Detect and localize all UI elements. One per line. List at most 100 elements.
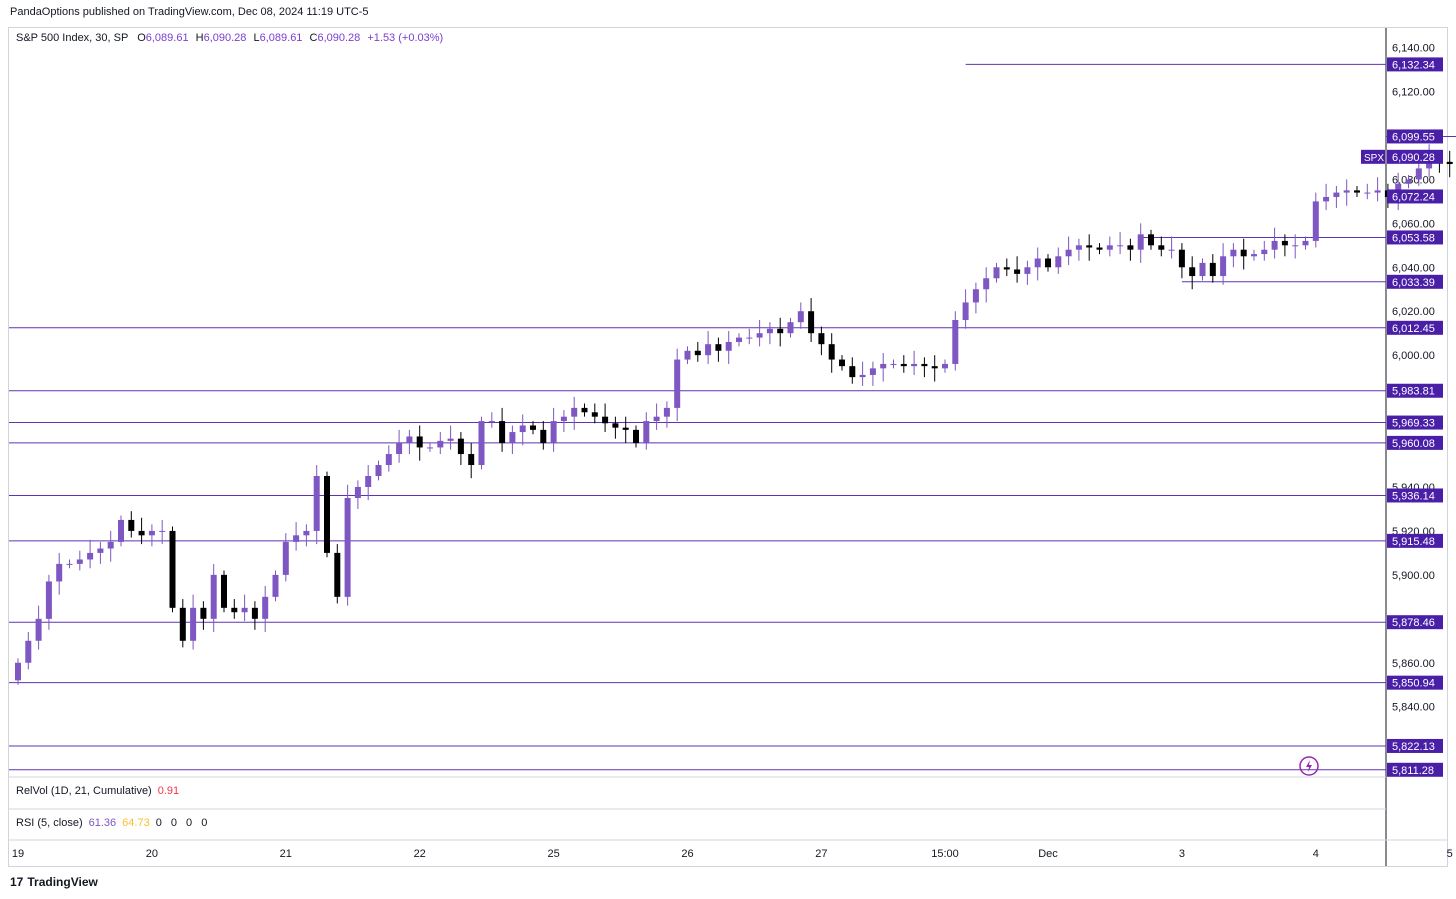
level-badges: 6,132.34 6,099.55 6,072.24 6,053.58 6,033.39…: [1361, 57, 1443, 777]
candle: [416, 425, 423, 461]
candle: [653, 403, 660, 430]
level-badge-label: 5,878.46: [1392, 617, 1435, 629]
candle: [622, 416, 629, 444]
candle-body: [777, 328, 784, 334]
candle-body: [241, 607, 248, 613]
candle: [406, 429, 413, 455]
candle: [1343, 179, 1350, 206]
candle-body: [1117, 245, 1124, 247]
candle: [560, 410, 567, 433]
candle: [231, 599, 238, 619]
candle-body: [715, 344, 722, 351]
candle-body: [694, 350, 701, 356]
candle-body: [190, 607, 197, 641]
candle-body: [550, 421, 557, 444]
candle-body: [1364, 192, 1371, 194]
level-badge: [1387, 488, 1443, 503]
candle-body: [1086, 245, 1093, 248]
candle: [550, 407, 557, 452]
candle-body: [1405, 179, 1412, 184]
candle-body: [602, 416, 609, 424]
candle-body: [293, 535, 300, 542]
candle-body: [1251, 254, 1257, 257]
candle: [972, 282, 979, 314]
candle-body: [983, 278, 990, 290]
price-tick-label: 6,080.00: [1392, 174, 1435, 186]
candle: [591, 403, 598, 424]
candle-body: [447, 438, 454, 441]
candle: [375, 460, 382, 481]
candle-body: [1158, 245, 1165, 250]
candle-body: [45, 581, 52, 619]
tv-logo-icon: 17: [10, 875, 24, 889]
candle-body: [251, 607, 258, 619]
candle: [571, 396, 578, 430]
candle: [540, 421, 547, 450]
candle-body: [1045, 258, 1051, 268]
candle-body: [921, 363, 928, 367]
rsi-label: RSI (5, close): [16, 817, 83, 829]
time-tick-label: 27: [815, 848, 827, 860]
price-tick-label: 6,140.00: [1392, 43, 1435, 55]
rsi-extra-values: 0 0 0 0: [155, 817, 211, 829]
candle: [839, 355, 845, 371]
candle: [519, 414, 526, 446]
candle: [1230, 243, 1237, 268]
candle: [746, 328, 753, 345]
candle: [385, 445, 392, 472]
candle-body: [344, 497, 351, 597]
candle-body: [1281, 240, 1288, 246]
candle-body: [334, 552, 341, 597]
candle-body: [159, 530, 166, 532]
candle-body: [1323, 196, 1330, 202]
candle: [1312, 192, 1319, 248]
bolt-icon[interactable]: [1299, 756, 1319, 776]
candle: [983, 267, 990, 303]
candle: [344, 484, 351, 606]
candle: [808, 298, 815, 342]
level-badge-label: 5,915.48: [1392, 536, 1435, 548]
candle: [1158, 236, 1165, 257]
candle-body: [87, 552, 94, 560]
candle: [880, 352, 887, 382]
candle-body: [756, 333, 763, 338]
symbol-legend[interactable]: S&P 500 Index, 30, SP O6,089.61 H6,090.2…: [16, 32, 443, 44]
candle: [869, 361, 876, 386]
level-badge-label: 6,099.55: [1392, 131, 1435, 143]
open-label: O: [137, 32, 146, 44]
relvol-indicator[interactable]: RelVol (1D, 21, Cumulative) 0.91: [16, 785, 179, 797]
candle-body: [1137, 234, 1144, 250]
level-badge-label: 5,811.28: [1392, 765, 1434, 777]
candle-body: [365, 476, 372, 487]
candle-body: [869, 368, 876, 375]
candle-body: [375, 465, 382, 477]
candle-body: [766, 328, 773, 334]
candle: [1240, 238, 1247, 270]
level-badge-label: 5,936.14: [1392, 490, 1435, 502]
candle: [76, 550, 83, 571]
candle: [427, 443, 433, 452]
current-price-label: 6,090.28: [1392, 152, 1435, 164]
candle: [1323, 183, 1330, 211]
candle: [766, 322, 773, 345]
level-badge: [1387, 230, 1443, 245]
candle: [468, 443, 475, 479]
level-badge-label: 5,983.81: [1392, 386, 1435, 398]
level-badge: [1387, 435, 1443, 450]
candle-body: [488, 421, 495, 423]
time-tick-label: 4: [1313, 848, 1319, 860]
level-badge: [1387, 129, 1443, 144]
candle-body: [911, 363, 918, 367]
candle-body: [1220, 256, 1227, 277]
rsi-value-2: 64.73: [122, 817, 150, 829]
tradingview-logo[interactable]: 17 TradingView: [10, 875, 98, 889]
candle: [1034, 247, 1041, 281]
time-tick-label: 15:00: [931, 848, 959, 860]
candle-body: [97, 548, 104, 553]
candle: [1117, 232, 1124, 255]
current-price-symbol-badge: [1361, 149, 1385, 164]
rsi-indicator[interactable]: RSI (5, close) 61.36 64.73 0 0 0 0: [16, 817, 210, 829]
candle: [1075, 238, 1082, 261]
candle-body: [128, 519, 135, 531]
